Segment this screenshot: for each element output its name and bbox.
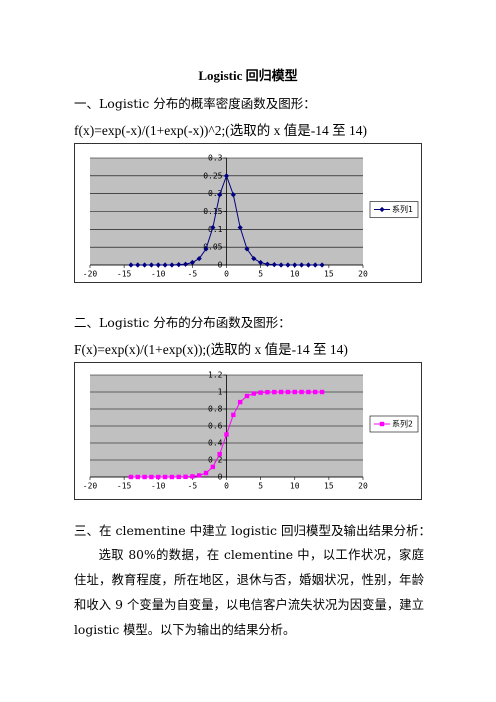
marker	[135, 262, 141, 268]
y-tick-label: 0.25	[203, 171, 222, 180]
section-heading: 一、Logistic 分布的概率密度函数及图形：	[74, 96, 316, 111]
marker	[319, 389, 325, 395]
section-heading: 二、Logistic 分布的分布函数及图形：	[74, 315, 291, 330]
marker	[162, 474, 168, 480]
paragraph: 选取 80%的数据，在 clementine 中，以工作状况，家庭住址，教育程度…	[74, 548, 424, 637]
marker	[149, 474, 154, 480]
x-tick-label: 10	[290, 482, 300, 491]
x-tick-label: 15	[324, 270, 334, 279]
legend-marker	[379, 421, 385, 427]
marker	[258, 390, 263, 395]
y-tick-label: 0.2	[208, 189, 223, 198]
x-tick-label: 5	[258, 270, 263, 279]
marker	[244, 246, 250, 252]
marker	[312, 262, 318, 268]
formula: F(x)=exp(x)/(1+exp(x));(选取的 x 值是-14 至 14…	[74, 342, 348, 357]
marker	[224, 432, 229, 437]
marker	[183, 474, 188, 480]
x-tick-label: 20	[358, 270, 368, 279]
marker	[231, 412, 236, 418]
marker	[258, 259, 264, 266]
marker	[265, 389, 270, 395]
marker	[292, 262, 298, 268]
legend-marker	[379, 206, 385, 213]
marker	[142, 262, 148, 268]
marker	[135, 474, 140, 480]
y-tick-label: 0.2	[208, 456, 223, 465]
x-tick-label: -5	[188, 270, 198, 279]
marker	[169, 262, 175, 268]
marker	[162, 262, 168, 268]
y-tick-label: 1	[218, 388, 223, 397]
y-tick-label: 0.8	[208, 405, 223, 414]
doc-title: Logistic 回归模型	[198, 68, 298, 83]
marker	[203, 470, 209, 476]
marker	[190, 474, 195, 479]
marker	[299, 389, 304, 395]
x-tick-label: -5	[188, 482, 198, 491]
y-tick-label: 0.1	[208, 225, 223, 234]
formula: f(x)=exp(-x)/(1+exp(-x))^2;(选取的 x 值是-14 …	[74, 123, 367, 138]
marker	[237, 399, 243, 405]
legend-label: 系列2	[392, 419, 413, 429]
x-tick-label: -20	[83, 270, 98, 279]
marker	[313, 389, 318, 395]
marker	[217, 192, 223, 198]
marker	[210, 464, 216, 470]
x-tick-label: 5	[258, 482, 263, 491]
x-tick-label: 0	[224, 270, 229, 279]
marker	[285, 262, 291, 268]
y-tick-label: 0.6	[208, 422, 223, 431]
legend-label: 系列1	[392, 204, 413, 214]
marker	[203, 246, 209, 252]
y-tick-label: 1.2	[208, 371, 223, 380]
section-heading: 三、在 clementine 中建立 logistic 回归模型及输出结果分析：	[74, 523, 432, 538]
legend-box	[369, 415, 419, 433]
marker	[319, 262, 325, 268]
marker	[210, 224, 216, 231]
marker	[272, 389, 277, 395]
marker	[305, 262, 311, 268]
marker	[244, 393, 250, 399]
marker	[285, 389, 291, 395]
marker	[278, 262, 284, 268]
chart: 00.050.10.150.20.250.3-20 -15 -10 -5 0 5 10 15 2…	[74, 143, 422, 283]
marker	[251, 391, 256, 396]
y-tick-label: 0.05	[203, 243, 222, 252]
x-tick-label: -15	[117, 270, 132, 279]
x-tick-label: 10	[290, 270, 300, 279]
x-tick-label: 0	[224, 482, 229, 491]
marker	[223, 173, 230, 179]
marker	[155, 262, 161, 268]
marker	[292, 389, 297, 395]
y-tick-label: 0.4	[208, 439, 223, 448]
marker	[217, 451, 222, 457]
x-tick-label: -20	[83, 482, 98, 491]
x-tick-label: -10	[151, 482, 166, 491]
marker	[148, 262, 155, 268]
marker	[142, 474, 147, 480]
marker	[230, 192, 236, 198]
y-tick-label: 0.3	[208, 154, 223, 163]
marker	[176, 474, 181, 480]
x-tick-label: 15	[324, 482, 334, 491]
marker	[197, 473, 202, 478]
marker	[237, 224, 243, 231]
marker	[156, 474, 161, 480]
marker	[298, 262, 305, 268]
x-tick-label: -15	[117, 482, 132, 491]
marker	[278, 389, 284, 395]
marker	[169, 474, 175, 480]
marker	[128, 262, 134, 268]
marker	[306, 389, 311, 395]
y-tick-label: 0.15	[203, 207, 222, 216]
marker	[128, 474, 134, 480]
x-tick-label: 20	[358, 482, 368, 491]
x-tick-label: -10	[151, 270, 166, 279]
legend-box	[369, 201, 419, 218]
